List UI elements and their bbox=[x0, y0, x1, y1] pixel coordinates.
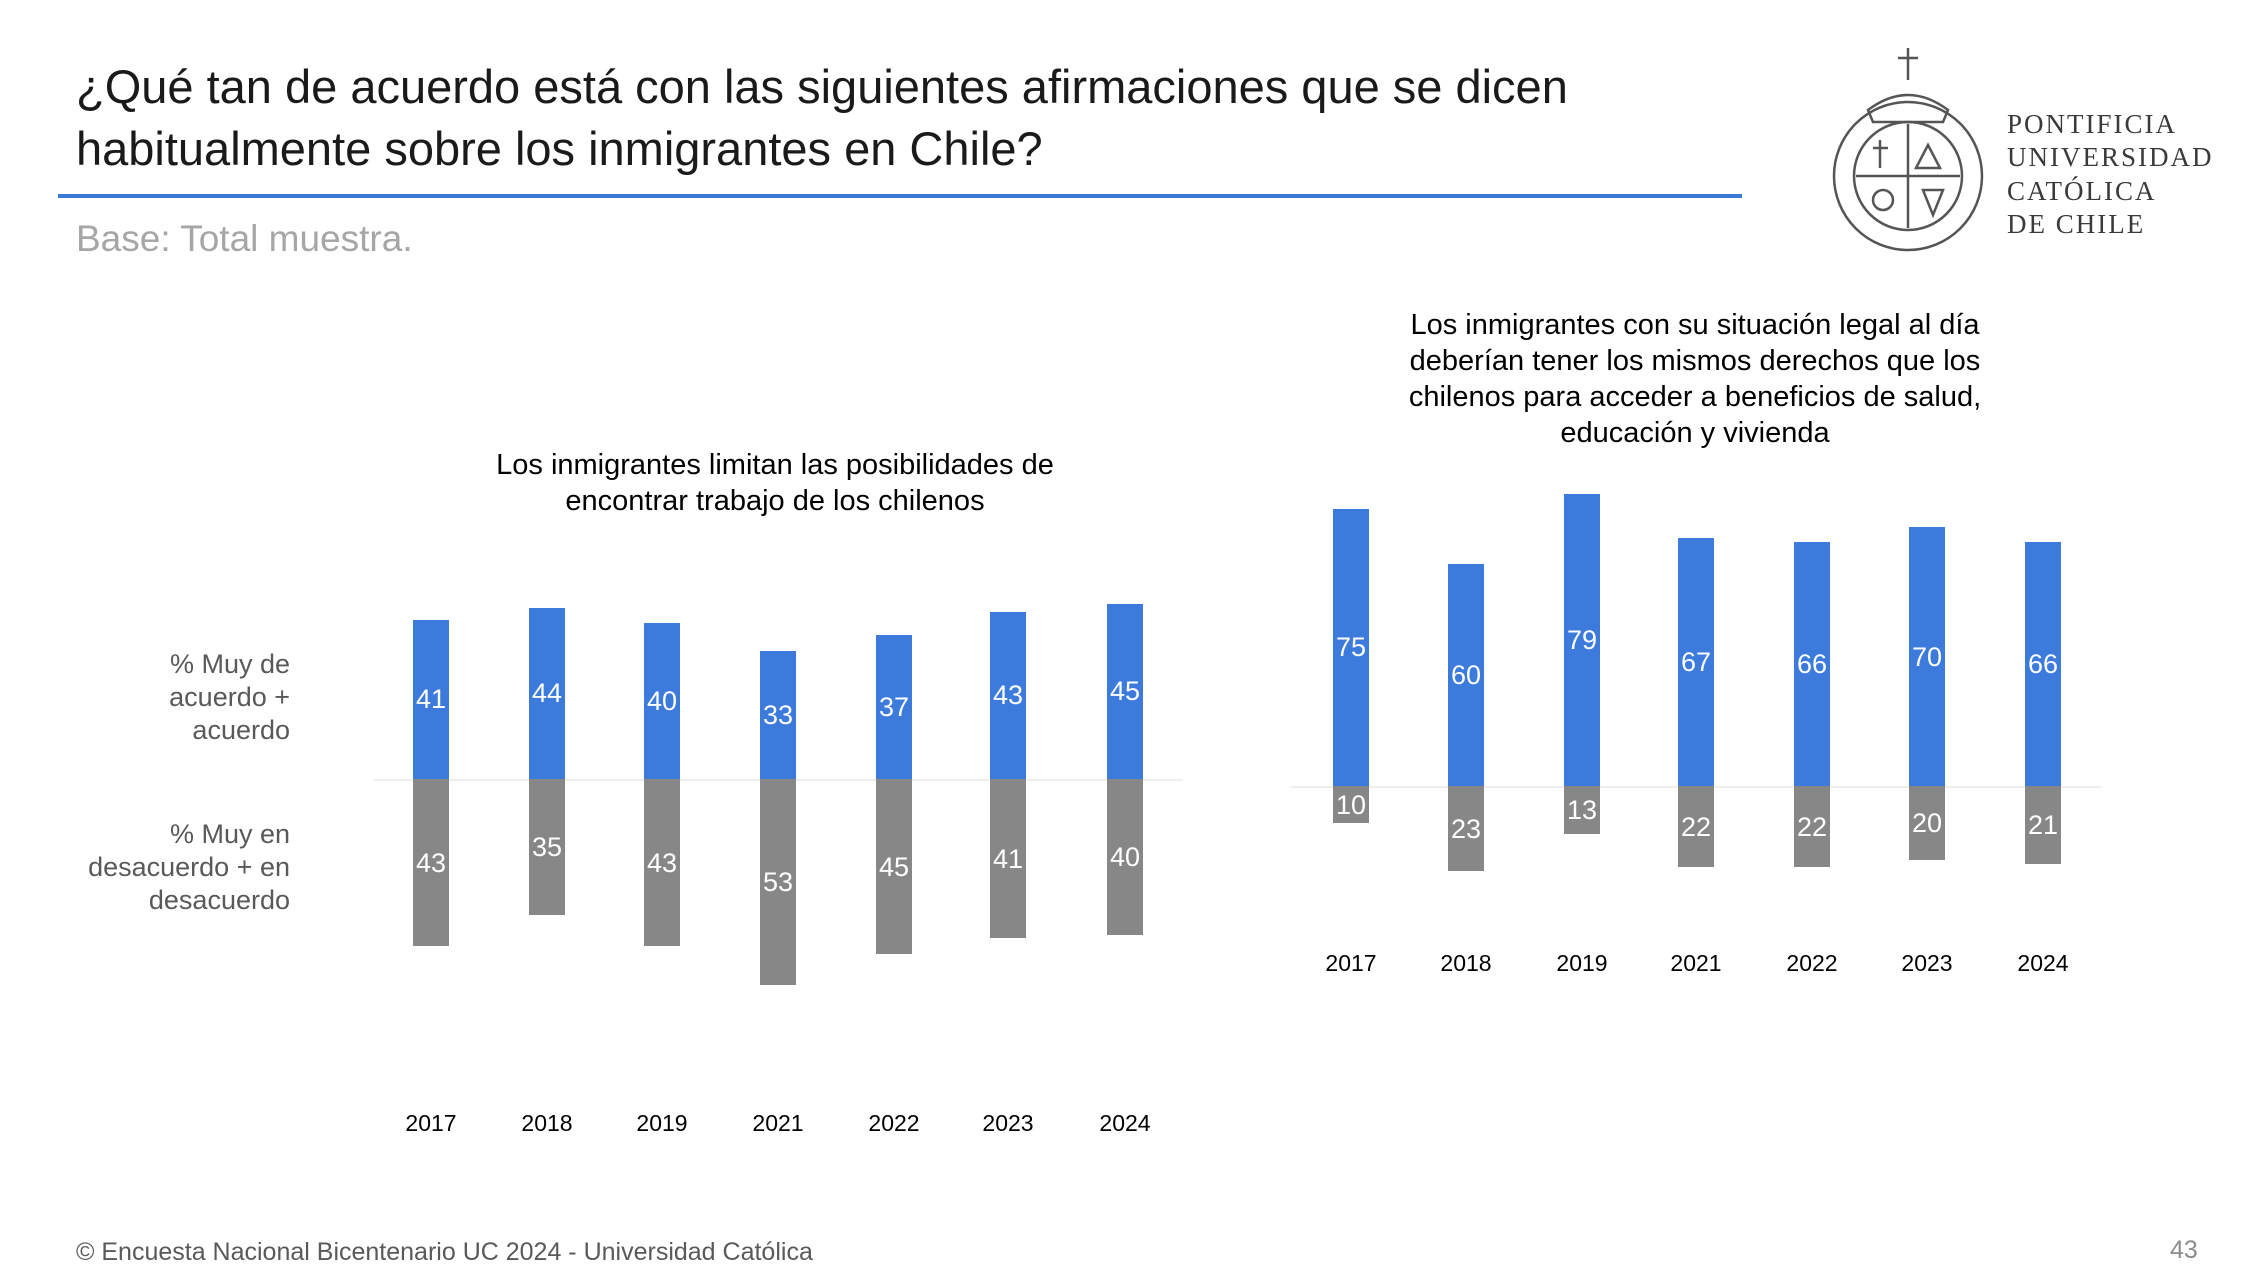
bar-disagree bbox=[1107, 779, 1143, 935]
bar-agree bbox=[1448, 564, 1484, 786]
x-tick-label: 2024 bbox=[2017, 950, 2069, 976]
x-tick-label: 2017 bbox=[405, 1110, 457, 1136]
page-title: ¿Qué tan de acuerdo está con las siguien… bbox=[76, 56, 1776, 180]
data-label-agree: 67 bbox=[1680, 647, 1712, 678]
x-tick-label: 2022 bbox=[1786, 950, 1838, 976]
data-label-agree: 66 bbox=[1796, 648, 1828, 679]
bar-agree bbox=[1794, 541, 1830, 786]
row-label-line: desacuerdo + en bbox=[88, 852, 290, 882]
data-label-disagree: 35 bbox=[531, 832, 563, 863]
chart-title-line: encontrar trabajo de los chilenos bbox=[565, 485, 985, 517]
bar-agree bbox=[1909, 527, 1945, 786]
logo-text-line: PONTIFICIA bbox=[2007, 109, 2178, 139]
bar-disagree bbox=[876, 779, 912, 955]
data-label-agree: 60 bbox=[1450, 660, 1482, 690]
x-tick-label: 2017 bbox=[1325, 950, 1377, 976]
data-label-agree: 75 bbox=[1335, 632, 1367, 663]
data-label-disagree: 53 bbox=[762, 867, 794, 898]
bar-disagree bbox=[644, 779, 680, 947]
chart-title: Los inmigrantes limitan las posibilidade… bbox=[395, 447, 1155, 519]
data-label-agree: 40 bbox=[646, 686, 678, 717]
x-tick-label: 2021 bbox=[752, 1110, 804, 1136]
bar-disagree bbox=[1448, 786, 1484, 872]
title-line-2: habitualmente sobre los inmigrantes en C… bbox=[76, 122, 1043, 175]
chart-title-line: deberían tener los mismos derechos que l… bbox=[1409, 345, 1981, 377]
x-tick-label: 2023 bbox=[982, 1110, 1034, 1136]
x-tick-label: 2018 bbox=[521, 1110, 573, 1136]
data-label-disagree: 23 bbox=[1450, 813, 1482, 844]
bar-agree bbox=[2025, 541, 2061, 786]
bar-agree bbox=[529, 607, 565, 779]
chart-title-line: educación y vivienda bbox=[1560, 417, 1830, 449]
logo-text-line: CATÓLICA bbox=[2007, 176, 2157, 206]
title-divider bbox=[58, 194, 1742, 198]
page-number: 43 bbox=[2170, 1236, 2198, 1264]
seal-icon bbox=[1832, 48, 1984, 252]
x-tick-label: 2021 bbox=[1670, 950, 1722, 976]
bar-disagree bbox=[1564, 786, 1600, 835]
logo-text-line: DE CHILE bbox=[2007, 209, 2146, 239]
data-label-agree: 37 bbox=[878, 692, 910, 723]
x-tick-label: 2023 bbox=[1901, 950, 1953, 976]
footer-source: © Encuesta Nacional Bicentenario UC 2024… bbox=[76, 1238, 813, 1266]
bar-disagree bbox=[529, 779, 565, 916]
chart-title-line: Los inmigrantes con su situación legal a… bbox=[1410, 309, 1980, 341]
chart-title-line: Los inmigrantes limitan las posibilidade… bbox=[496, 449, 1054, 481]
data-label-agree: 44 bbox=[531, 678, 563, 709]
x-tick-label: 2018 bbox=[1440, 950, 1492, 976]
bar-agree bbox=[413, 619, 449, 779]
bar-disagree bbox=[990, 779, 1026, 939]
x-tick-label: 2019 bbox=[1556, 950, 1608, 976]
data-label-disagree: 22 bbox=[1680, 811, 1712, 842]
row-label-disagree: % Muy en desacuerdo + en desacuerdo bbox=[88, 818, 290, 917]
data-label-disagree: 13 bbox=[1566, 795, 1598, 826]
title-line-1: ¿Qué tan de acuerdo está con las siguien… bbox=[76, 60, 1568, 113]
bar-agree bbox=[644, 623, 680, 779]
bar-disagree bbox=[413, 779, 449, 947]
base-note: Base: Total muestra. bbox=[76, 218, 413, 259]
bar-agree bbox=[1333, 508, 1369, 786]
data-label-disagree: 43 bbox=[415, 847, 447, 878]
data-label-agree: 79 bbox=[1566, 624, 1598, 655]
data-label-agree: 45 bbox=[1109, 676, 1141, 707]
data-label-disagree: 21 bbox=[2027, 809, 2059, 840]
bar-agree bbox=[760, 650, 796, 779]
bar-disagree bbox=[1333, 786, 1369, 823]
bar-agree bbox=[1678, 538, 1714, 786]
row-label-line: acuerdo + bbox=[169, 682, 290, 712]
chart-title-line: chilenos para acceder a beneficios de sa… bbox=[1408, 381, 1982, 413]
row-label-line: desacuerdo bbox=[148, 885, 290, 915]
bar-agree bbox=[876, 635, 912, 779]
data-label-agree: 33 bbox=[762, 699, 794, 730]
data-label-disagree: 22 bbox=[1796, 811, 1828, 842]
chart-title: Los inmigrantes con su situación legal a… bbox=[1315, 307, 2075, 451]
data-label-agree: 66 bbox=[2027, 648, 2059, 679]
bar-disagree bbox=[1678, 786, 1714, 868]
row-label-line: % Muy de bbox=[169, 649, 290, 679]
data-label-disagree: 43 bbox=[646, 847, 678, 878]
x-tick-label: 2022 bbox=[868, 1110, 920, 1136]
bar-disagree bbox=[1909, 786, 1945, 860]
data-label-disagree: 40 bbox=[1109, 841, 1141, 872]
bar-disagree bbox=[1794, 786, 1830, 868]
row-label-line: % Muy en bbox=[169, 819, 290, 849]
bar-agree bbox=[1107, 603, 1143, 779]
logo-text-line: UNIVERSIDAD bbox=[2007, 142, 2214, 172]
data-label-disagree: 10 bbox=[1335, 789, 1367, 820]
row-label-line: acuerdo bbox=[192, 715, 290, 745]
row-label-agree: % Muy de acuerdo + acuerdo bbox=[169, 648, 290, 747]
data-label-disagree: 45 bbox=[878, 851, 910, 882]
x-tick-label: 2024 bbox=[1099, 1110, 1151, 1136]
data-label-disagree: 20 bbox=[1911, 808, 1943, 838]
data-label-agree: 70 bbox=[1911, 641, 1943, 672]
data-label-disagree: 41 bbox=[992, 843, 1024, 874]
x-tick-label: 2019 bbox=[636, 1110, 688, 1136]
bar-disagree bbox=[760, 779, 796, 986]
data-label-agree: 41 bbox=[415, 684, 447, 715]
data-label-agree: 43 bbox=[992, 680, 1024, 711]
bar-agree bbox=[990, 611, 1026, 779]
bar-disagree bbox=[2025, 786, 2061, 864]
bar-agree bbox=[1564, 493, 1600, 786]
